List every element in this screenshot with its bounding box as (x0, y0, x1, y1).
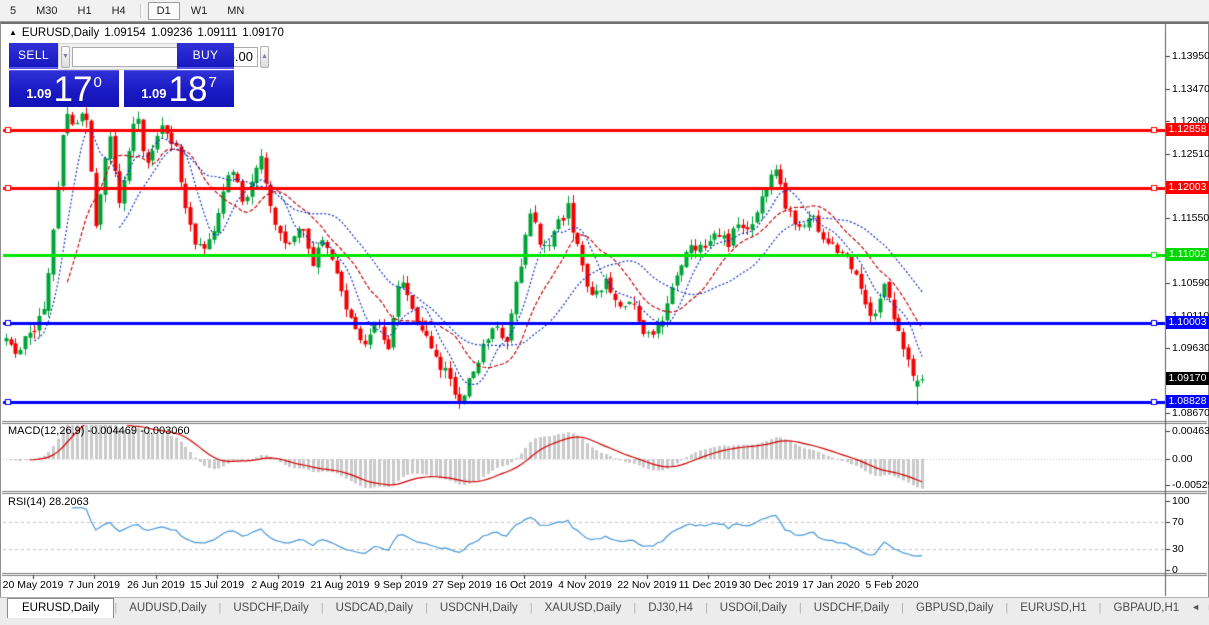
chart-tab-dj30-h4[interactable]: DJ30,H4 (648, 602, 693, 614)
tab-separator: | (320, 602, 324, 614)
tab-separator: | (114, 602, 118, 614)
tab-separator: | (529, 602, 533, 614)
ask-price-sup: 7 (208, 74, 217, 91)
tab-scroll-left-icon[interactable]: ◄ (1191, 602, 1201, 612)
timeframe-button-mn[interactable]: MN (227, 4, 245, 17)
one-click-trading-panel: SELL ▼ ▲ BUY 1.09 17 0 1.09 18 7 (9, 43, 269, 107)
tab-separator: | (1005, 602, 1009, 614)
tab-separator: | (424, 602, 428, 614)
ask-price-box[interactable]: 1.09 18 7 (124, 70, 234, 107)
timeframe-button-h1[interactable]: H1 (77, 4, 92, 17)
buy-button[interactable]: BUY (177, 43, 234, 69)
tab-scroll-right-icon[interactable]: ► (1207, 602, 1209, 612)
chart-tab-usdchf-daily[interactable]: USDCHF,Daily (233, 602, 309, 614)
tab-separator: | (1098, 602, 1102, 614)
volume-widget: ▼ ▲ (58, 43, 269, 70)
chart-tab-gbpusd-daily[interactable]: GBPUSD,Daily (916, 602, 994, 614)
timeframe-button-w1[interactable]: W1 (190, 4, 208, 17)
chart-tab-usdcad-daily[interactable]: USDCAD,Daily (335, 602, 413, 614)
chart-tab-usdcnh-daily[interactable]: USDCNH,Daily (439, 602, 518, 614)
timeframe-button-5[interactable]: 5 (10, 4, 17, 17)
chart-tab-eurusd-daily[interactable]: EURUSD,Daily (7, 598, 115, 618)
volume-increase-button[interactable]: ▲ (259, 45, 269, 68)
chart-tab-usdchf-daily[interactable]: USDCHF,Daily (813, 602, 890, 614)
tab-separator: | (798, 602, 802, 614)
timeframe-button-h4[interactable]: H4 (111, 4, 126, 17)
chart-tab-bar: EURUSD,Daily | AUDUSD,Daily | USDCHF,Daily | U… (0, 597, 1209, 625)
chart-tab-eurusd-h1[interactable]: EURUSD,H1 (1020, 602, 1087, 614)
bid-price-prefix: 1.09 (26, 86, 52, 101)
bid-price-big: 17 (53, 70, 93, 109)
ask-price-prefix: 1.09 (141, 86, 167, 101)
tab-separator: | (218, 602, 222, 614)
timeframe-toolbar: 5 M30 H1 H4 D1 W1 MN (0, 0, 1209, 22)
sell-button[interactable]: SELL (9, 43, 58, 69)
chart-tab-usdoil-daily[interactable]: USDOil,Daily (719, 602, 787, 614)
tab-scroll-arrows: ◄► (1191, 602, 1209, 612)
tab-separator: | (901, 602, 905, 614)
chart-tab-xauusd-daily[interactable]: XAUUSD,Daily (544, 602, 622, 614)
tab-separator: | (704, 602, 708, 614)
tab-separator: | (633, 602, 637, 614)
chart-tab-audusd-daily[interactable]: AUDUSD,Daily (129, 602, 207, 614)
chart-tab-gbpaud-h1[interactable]: GBPAUD,H1 (1113, 602, 1180, 614)
toolbar-separator (139, 3, 143, 18)
timeframe-button-d1[interactable]: D1 (147, 1, 180, 20)
ask-price-big: 18 (168, 70, 208, 109)
timeframe-button-m30[interactable]: M30 (36, 4, 58, 17)
bid-price-box[interactable]: 1.09 17 0 (9, 70, 119, 107)
volume-decrease-button[interactable]: ▼ (61, 45, 70, 68)
bid-price-sup: 0 (93, 74, 102, 91)
